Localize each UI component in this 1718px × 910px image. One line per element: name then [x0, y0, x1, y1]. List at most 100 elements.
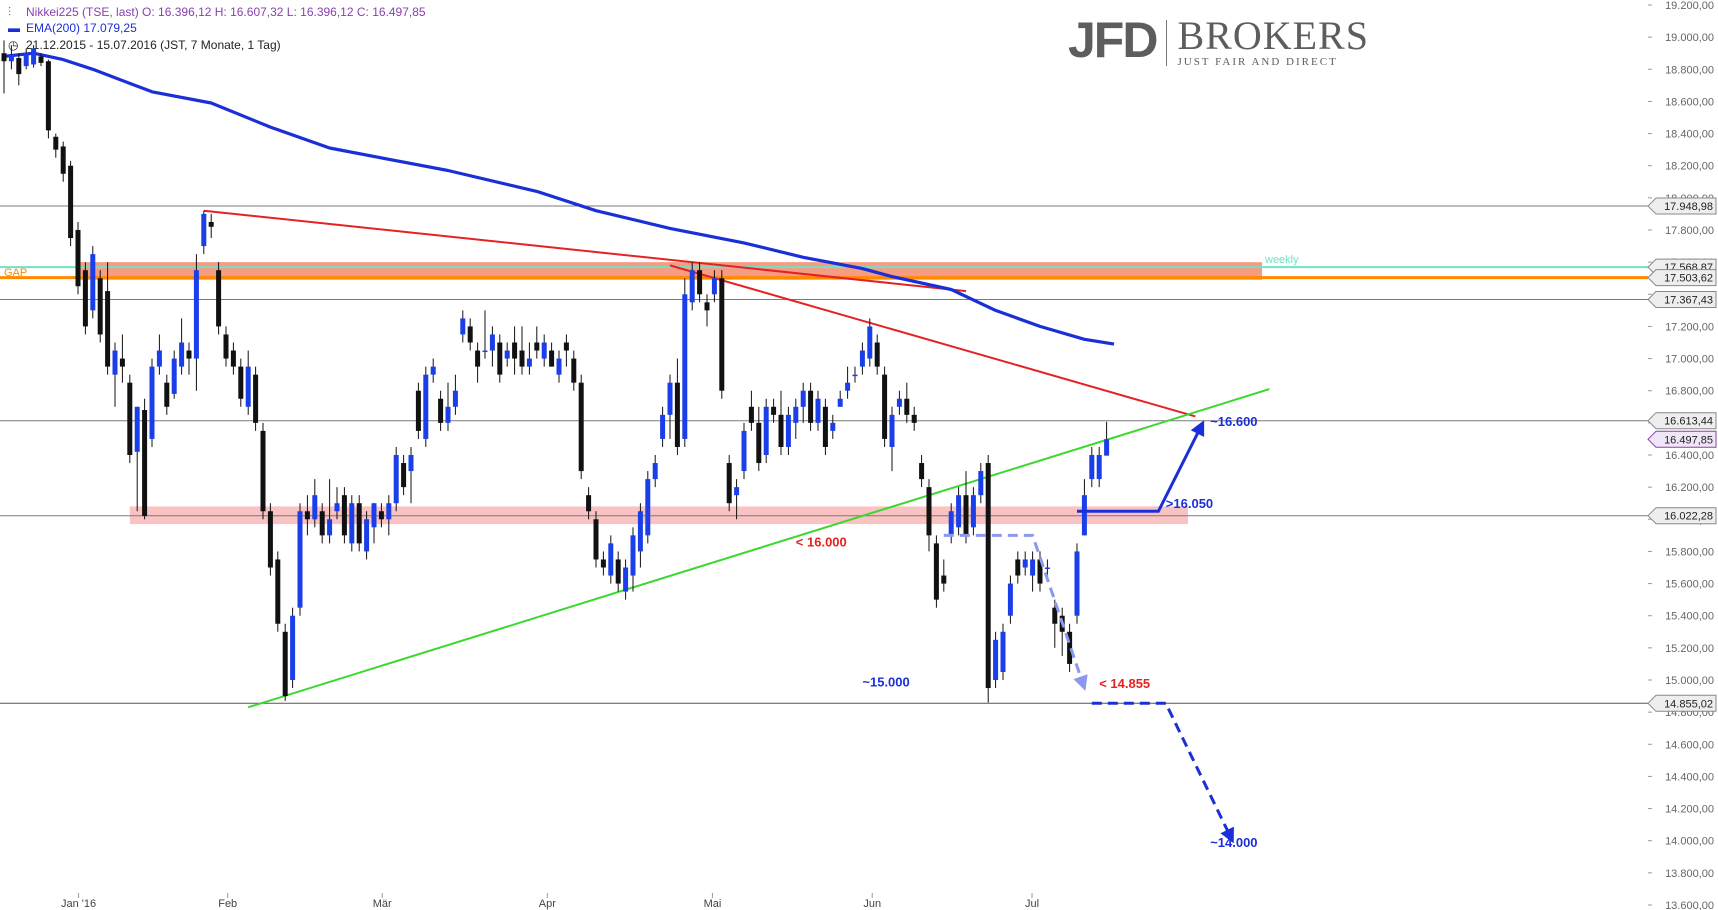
candle-body [630, 535, 636, 576]
candle [719, 270, 725, 399]
price-tag-label: 16.497,85 [1664, 434, 1713, 446]
y-tick-label: 16.400,00 [1665, 450, 1714, 462]
candle [230, 342, 236, 375]
candle [68, 160, 74, 247]
annotation-weekly: weekly [1264, 254, 1299, 266]
x-tick-label: Apr [539, 898, 556, 910]
candle [778, 390, 784, 455]
candle-body [245, 366, 251, 407]
candle [571, 350, 577, 391]
candle-body [637, 511, 643, 552]
y-tick-label: 13.800,00 [1665, 868, 1714, 880]
candle-body [164, 382, 170, 407]
candle [334, 487, 340, 520]
candle [60, 141, 66, 182]
range-text: 21.12.2015 - 15.07.2016 (JST, 7 Monate, … [26, 38, 281, 52]
candle-body [623, 567, 629, 592]
candle-body [837, 398, 843, 407]
logo-tagline: JUST FAIR AND DIRECT [1177, 56, 1338, 68]
candle-body [415, 390, 421, 431]
price-tag: 17.503,62 [1647, 269, 1717, 287]
candle-body [534, 342, 540, 351]
candle-body [45, 61, 51, 131]
candle [371, 503, 377, 544]
candle-body [82, 270, 88, 327]
candle [889, 406, 895, 472]
candle [438, 390, 444, 431]
annotation-lt14855: < 14.855 [1099, 676, 1150, 691]
candle [556, 350, 562, 383]
candle [882, 366, 888, 447]
candle-body [993, 639, 999, 680]
candle [53, 133, 59, 158]
candle-body [238, 366, 244, 399]
candle-body [526, 358, 532, 367]
x-tick-label: Mär [373, 898, 392, 910]
candle [985, 455, 991, 703]
candle-body [1007, 583, 1013, 616]
candle [430, 358, 436, 383]
candle-body [771, 406, 777, 415]
candle [1030, 551, 1036, 592]
candle [75, 221, 81, 295]
candle [704, 294, 710, 327]
candle-body [867, 326, 873, 359]
y-tick-label: 13.600,00 [1665, 900, 1714, 910]
candle-body [970, 495, 976, 528]
y-tick-label: 18.600,00 [1665, 96, 1714, 108]
candle-body [815, 398, 821, 423]
candle-body [711, 278, 717, 295]
candle [682, 278, 688, 447]
candle-body [985, 463, 991, 689]
y-tick-label: 14.200,00 [1665, 804, 1714, 816]
candle [378, 503, 384, 528]
candle-body [364, 519, 370, 552]
candle-body [90, 254, 96, 311]
candle [1022, 551, 1028, 576]
hlines-layer [0, 205, 1648, 704]
candle-body [208, 221, 214, 227]
y-tick-label: 15.400,00 [1665, 611, 1714, 623]
candle [904, 382, 910, 423]
candle [941, 559, 947, 592]
candle-body [393, 455, 399, 504]
x-tick-label: Mai [704, 898, 722, 910]
axis-layer: 19.200,00 19.000,00 18.800,00 18.600,00 18.4… [61, 0, 1717, 910]
y-tick-label: 16.800,00 [1665, 386, 1714, 398]
candle [926, 479, 932, 552]
candle [1000, 623, 1006, 680]
candle-body [438, 398, 444, 423]
candle-body [571, 358, 577, 383]
candle-body [697, 270, 703, 295]
candlestick-icon: ⫶ [8, 5, 12, 19]
candle [460, 310, 466, 343]
y-tick-label: 15.000,00 [1665, 675, 1714, 687]
candle-body [956, 495, 962, 528]
candle-body [919, 463, 925, 480]
candle-body [8, 54, 14, 62]
candle [105, 262, 111, 375]
candle [319, 503, 325, 544]
price-tag: 17.948,98 [1647, 197, 1717, 215]
ema-layer [3, 51, 1115, 346]
candle-body [845, 382, 851, 391]
candle-body [408, 455, 414, 472]
price-tag-box [1647, 507, 1717, 525]
candle-body [785, 414, 791, 447]
candle [253, 366, 259, 431]
candle-body [112, 350, 118, 375]
candle-body [512, 342, 518, 359]
candle [630, 527, 636, 592]
candle [845, 366, 851, 399]
candle-body [852, 374, 858, 377]
candle [156, 334, 162, 375]
candle-body [704, 302, 710, 311]
candle-body [341, 495, 347, 536]
candle [1096, 446, 1102, 488]
candle-body [1044, 567, 1050, 569]
candle-body [482, 350, 488, 353]
candle-body [371, 503, 377, 528]
candle-body [859, 350, 865, 367]
candle-body [127, 382, 133, 455]
